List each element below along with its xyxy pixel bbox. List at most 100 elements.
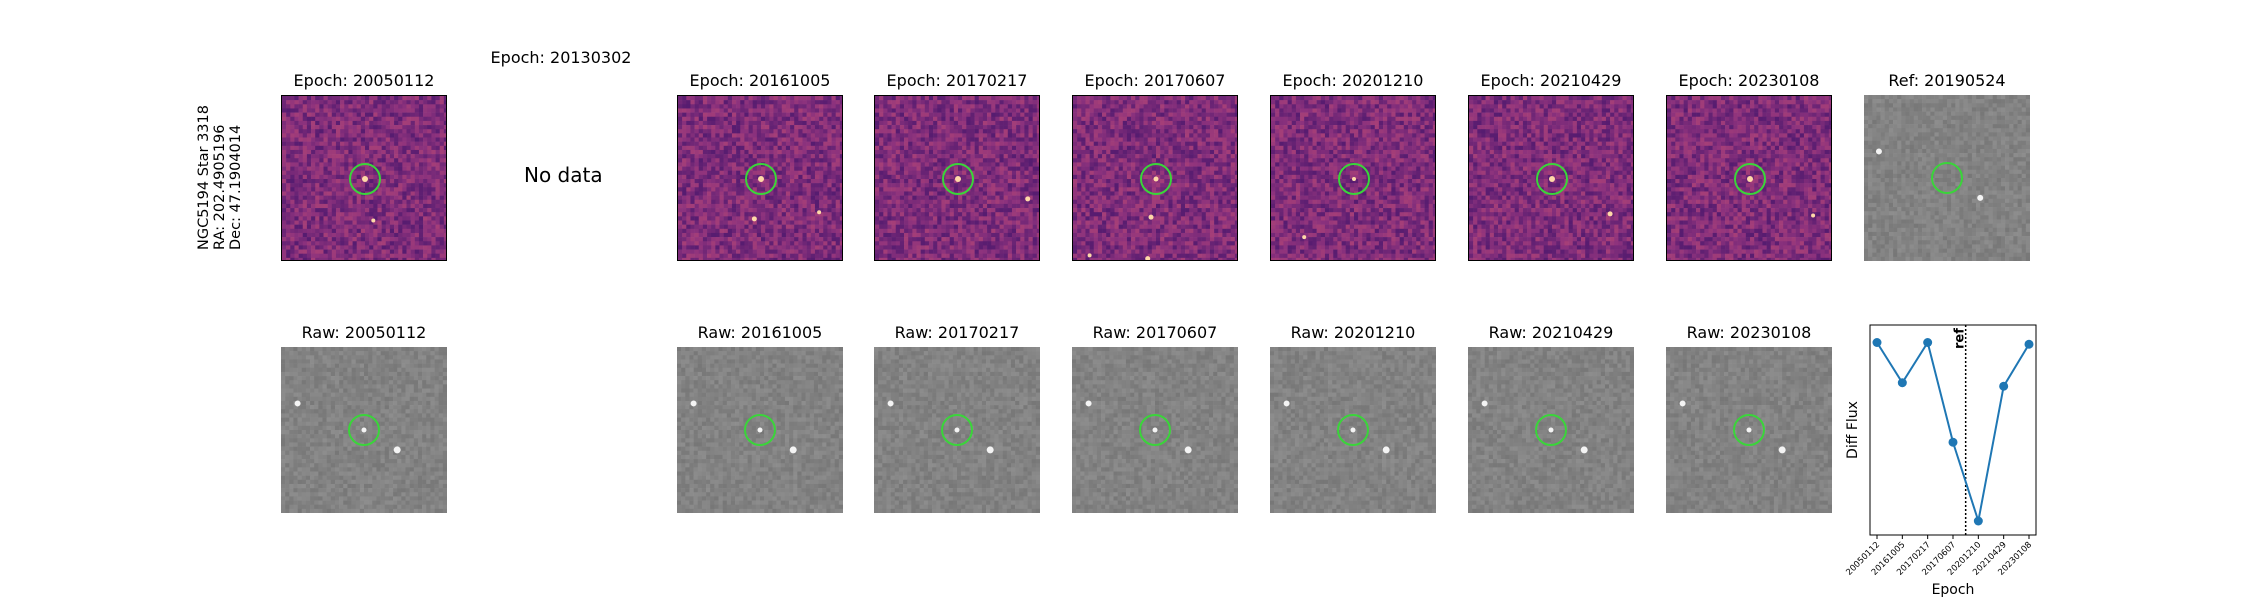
star-source: [690, 400, 697, 407]
target-marker-circle: [1140, 163, 1172, 195]
ref-title: Ref: 20190524: [1864, 71, 2030, 90]
star-source: [1152, 427, 1158, 433]
data-point: [1923, 338, 1933, 347]
x-axis-label: Epoch: [1932, 582, 1975, 598]
star-source: [294, 400, 301, 407]
star-source: [1382, 446, 1390, 454]
data-point: [1999, 381, 2009, 391]
target-marker-circle: [942, 163, 974, 195]
star-source: [1875, 148, 1882, 155]
raw-cutout-7: [1666, 347, 1832, 513]
star-source: [1352, 177, 1356, 181]
diff-cutout-7: [1468, 95, 1634, 261]
star-source: [1679, 400, 1686, 407]
star-source: [1580, 446, 1588, 454]
star-source: [1283, 400, 1290, 407]
star-source: [1607, 211, 1613, 217]
target-marker-circle: [1338, 163, 1370, 195]
star-source: [1145, 256, 1151, 260]
star-source: [817, 210, 822, 215]
no-data-text: No data: [524, 163, 603, 187]
star-source: [954, 427, 960, 433]
diff-cutout-5: [1072, 95, 1238, 261]
raw-title-3: Raw: 20170217: [874, 323, 1040, 342]
plot-frame: [1869, 324, 2037, 536]
star-source: [887, 400, 894, 407]
diff-title-3: Epoch: 20161005: [677, 71, 843, 90]
diff-title-6: Epoch: 20201210: [1270, 71, 1436, 90]
star-source: [789, 446, 797, 454]
target-marker-circle: [1734, 163, 1766, 195]
star-source: [1548, 427, 1554, 433]
star-source: [1778, 446, 1786, 454]
series-line: [1876, 339, 2030, 522]
target-name: NGC5194 Star 3318: [196, 105, 212, 250]
target-marker-circle: [1536, 163, 1568, 195]
star-source: [1087, 253, 1092, 258]
data-point: [1948, 437, 1958, 447]
diff-title-5: Epoch: 20170607: [1072, 71, 1238, 90]
star-source: [758, 176, 764, 182]
target-label: NGC5194 Star 3318 RA: 202.4905196 Dec: 4…: [196, 105, 250, 250]
target-ra: RA: 202.4905196: [212, 124, 228, 250]
raw-cutout-1: [281, 347, 447, 513]
light-curve-chart: ref2005011220161005201702172017060720201…: [1844, 324, 2037, 598]
target-marker-circle: [941, 414, 973, 446]
star-source: [1025, 196, 1031, 202]
star-source: [1302, 235, 1307, 240]
star-source: [955, 176, 961, 182]
ref-cutout: [1864, 95, 2030, 261]
target-marker-circle: [1139, 414, 1171, 446]
diff-title-8: Epoch: 20230108: [1666, 71, 1832, 90]
star-source: [757, 427, 763, 433]
diff-title-4: Epoch: 20170217: [874, 71, 1040, 90]
data-point: [2024, 339, 2034, 349]
raw-title-6: Raw: 20210429: [1468, 323, 1634, 342]
target-marker-circle: [744, 414, 776, 446]
star-source: [1977, 194, 1984, 201]
raw-cutout-5: [1270, 347, 1436, 513]
star-source: [1350, 427, 1356, 433]
diff-title-1: Epoch: 20050112: [281, 71, 447, 90]
y-axis-label: Diff Flux: [1845, 401, 1861, 459]
raw-cutout-4: [1072, 347, 1238, 513]
star-source: [361, 427, 367, 433]
data-point: [1973, 516, 1983, 526]
target-marker-circle: [1337, 414, 1369, 446]
star-source: [986, 446, 994, 454]
ref-label: ref: [1953, 328, 1968, 349]
raw-title-1: Raw: 20050112: [281, 323, 447, 342]
target-marker-circle: [1535, 414, 1567, 446]
star-source: [1746, 427, 1752, 433]
diff-cutout-6: [1270, 95, 1436, 261]
star-source: [393, 446, 401, 454]
star-source: [1549, 176, 1555, 182]
star-source: [1184, 446, 1192, 454]
target-dec: Dec: 47.1904014: [228, 125, 244, 250]
target-marker-circle: [349, 163, 381, 195]
star-source: [1811, 213, 1816, 218]
diff-title-2: Epoch: 20130302: [478, 48, 644, 67]
raw-title-2: Raw: 20161005: [677, 323, 843, 342]
diff-cutout-1: [281, 95, 447, 261]
data-point: [1897, 378, 1907, 388]
star-source: [362, 176, 368, 182]
star-source: [1085, 400, 1092, 407]
star-source: [751, 216, 757, 222]
target-marker-circle: [1733, 414, 1765, 446]
diff-cutout-4: [874, 95, 1040, 261]
star-source: [1481, 400, 1488, 407]
star-source: [1747, 176, 1753, 182]
raw-cutout-6: [1468, 347, 1634, 513]
star-source: [371, 218, 376, 223]
raw-title-7: Raw: 20230108: [1666, 323, 1832, 342]
raw-cutout-2: [677, 347, 843, 513]
diff-cutout-8: [1666, 95, 1832, 261]
data-point: [1872, 338, 1882, 347]
raw-title-4: Raw: 20170607: [1072, 323, 1238, 342]
star-source: [1153, 176, 1159, 182]
diff-title-7: Epoch: 20210429: [1468, 71, 1634, 90]
target-marker-circle: [348, 414, 380, 446]
raw-cutout-3: [874, 347, 1040, 513]
target-marker-circle: [745, 163, 777, 195]
